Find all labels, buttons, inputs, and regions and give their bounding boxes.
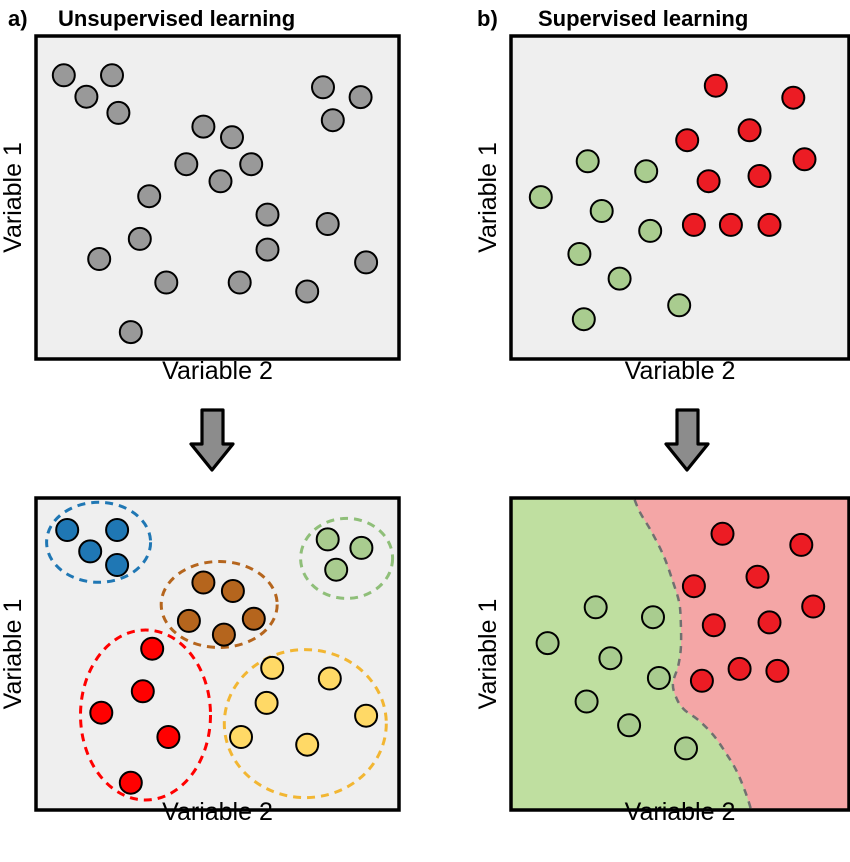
svg-text:Variable 2: Variable 2 <box>625 798 736 826</box>
svg-text:Unsupervised learning: Unsupervised learning <box>58 6 295 31</box>
svg-text:Variable 2: Variable 2 <box>625 357 736 385</box>
svg-text:b): b) <box>477 6 498 31</box>
svg-text:Variable 1: Variable 1 <box>0 142 27 253</box>
svg-text:Variable 2: Variable 2 <box>162 798 273 826</box>
svg-text:Variable 2: Variable 2 <box>162 357 273 385</box>
svg-text:Variable 1: Variable 1 <box>0 599 27 710</box>
svg-text:Variable 1: Variable 1 <box>474 142 502 253</box>
svg-text:Variable 1: Variable 1 <box>474 599 502 710</box>
svg-text:a): a) <box>8 6 28 31</box>
svg-text:Supervised learning: Supervised learning <box>538 6 748 31</box>
